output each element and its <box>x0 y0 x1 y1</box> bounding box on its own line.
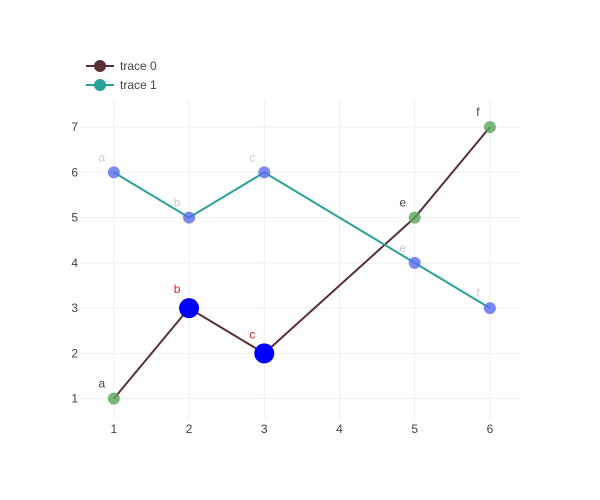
data-point <box>254 343 275 364</box>
data-point-label: b <box>174 196 181 210</box>
x-axis-ticks: 1 2 3 4 5 6 <box>111 422 494 436</box>
legend: trace 0 trace 1 <box>86 59 157 92</box>
data-point <box>483 121 496 134</box>
y-tick-label: 3 <box>71 301 78 315</box>
data-point <box>258 166 271 179</box>
x-tick-label: 1 <box>111 422 118 436</box>
legend-marker <box>94 60 106 72</box>
x-tick-label: 4 <box>336 422 343 436</box>
y-tick-label: 4 <box>71 256 78 270</box>
y-tick-label: 1 <box>71 392 78 406</box>
y-tick-label: 5 <box>71 211 78 225</box>
x-tick-label: 6 <box>487 422 494 436</box>
data-point <box>408 211 421 224</box>
y-axis-ticks: 1 2 3 4 5 6 7 <box>71 120 78 405</box>
y-tick-label: 6 <box>71 165 78 179</box>
data-point-label: e <box>399 241 406 255</box>
data-point-label: c <box>249 327 255 341</box>
data-point <box>179 298 200 319</box>
data-point-label: f <box>476 286 480 300</box>
data-point <box>107 166 120 179</box>
legend-label: trace 1 <box>120 78 157 92</box>
x-tick-label: 5 <box>411 422 418 436</box>
data-point-label: b <box>174 282 181 296</box>
data-point-label: e <box>399 196 406 210</box>
y-tick-label: 2 <box>71 346 78 360</box>
data-point-label: c <box>249 150 255 164</box>
data-point-label: f <box>476 105 480 119</box>
data-point <box>408 256 421 269</box>
series-markers <box>107 121 496 405</box>
legend-marker <box>94 79 106 91</box>
data-point-label: a <box>99 377 106 391</box>
x-tick-label: 3 <box>261 422 268 436</box>
y-tick-label: 7 <box>71 120 78 134</box>
data-point <box>183 211 196 224</box>
legend-label: trace 0 <box>120 59 157 73</box>
data-point <box>107 392 120 405</box>
point-labels: a b c e f a b c e f <box>99 105 481 390</box>
data-point <box>483 302 496 315</box>
data-point-label: a <box>99 150 106 164</box>
x-tick-label: 2 <box>186 422 193 436</box>
